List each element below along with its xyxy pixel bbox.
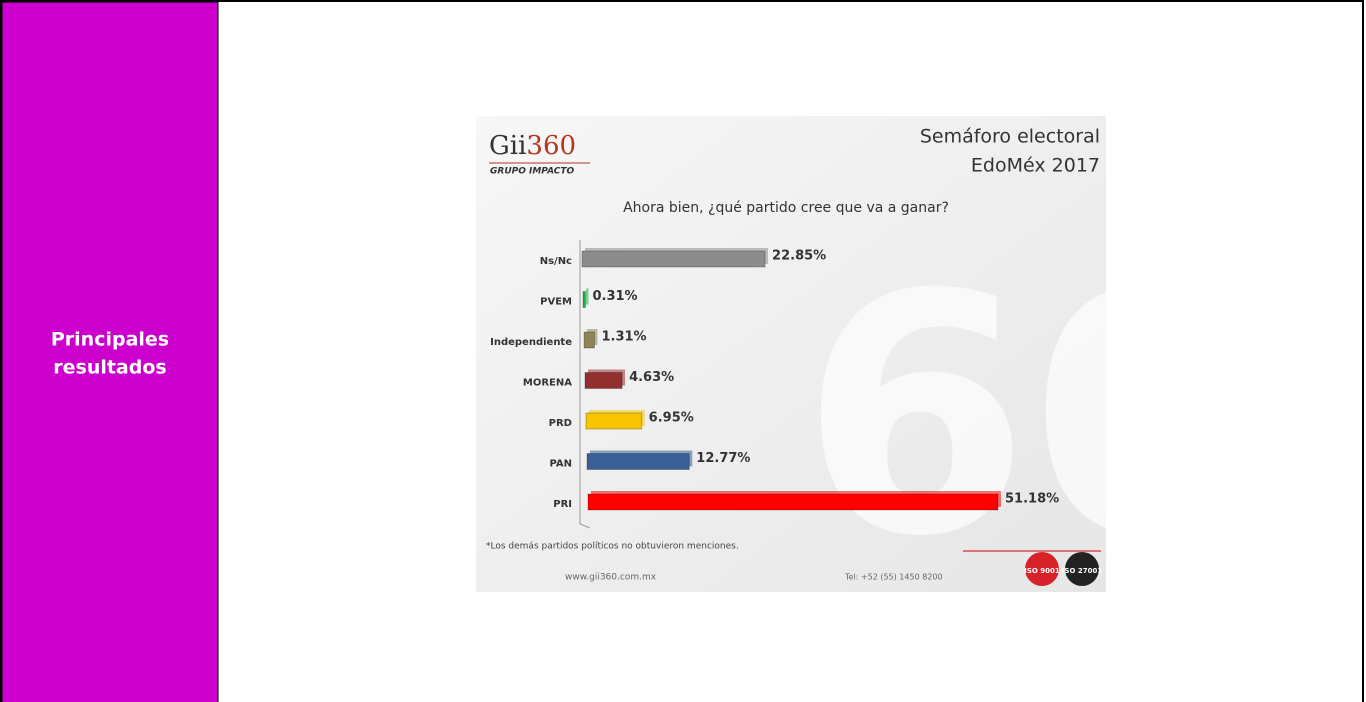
sidebar-label: resultados (53, 357, 166, 379)
value-label: 4.63% (629, 370, 674, 385)
logo-name: Gii (489, 131, 526, 161)
logo-tagline: GRUPO IMPACTO (490, 167, 575, 177)
sidebar-label: Principales (51, 329, 169, 351)
chart-title: EdoMéx 2017 (971, 155, 1100, 177)
category-label: PAN (549, 459, 572, 470)
cert-label: ISO 27001 (1062, 567, 1103, 575)
category-label: Ns/Nc (540, 256, 572, 267)
logo-number: 360 (526, 131, 576, 161)
annotation: *Los demás partidos políticos no obtuvie… (486, 542, 739, 552)
bar (587, 493, 999, 511)
footer-phone: Tel: +52 (55) 1450 8200 (844, 573, 943, 582)
value-label: 22.85% (772, 249, 826, 264)
bar (581, 250, 766, 268)
cert-badge (1025, 552, 1059, 586)
watermark: 60 (800, 224, 1259, 608)
category-label: PRD (549, 418, 572, 429)
chart-panel (476, 116, 1106, 592)
bar (584, 372, 623, 389)
category-label: Independiente (490, 337, 572, 348)
bar (582, 291, 586, 308)
cert-badge (1065, 552, 1099, 586)
logo: Gii360 (489, 131, 576, 161)
chart-title: Semáforo electoral (920, 126, 1100, 148)
category-label: MORENA (523, 378, 572, 389)
bar (583, 331, 595, 349)
value-label: 6.95% (649, 411, 694, 426)
cert-label: ISO 9001 (1024, 567, 1060, 575)
sidebar (1, 1, 219, 702)
bar-depth (586, 288, 589, 305)
bar (585, 412, 643, 430)
value-label: 0.31% (592, 289, 637, 304)
category-label: PRI (553, 499, 572, 510)
value-label: 12.77% (696, 451, 750, 466)
footer-url: www.gii360.com.mx (565, 573, 657, 583)
chart-subtitle: Ahora bien, ¿qué partido cree que va a g… (623, 200, 949, 216)
value-label: 1.31% (601, 330, 646, 345)
bar (586, 453, 690, 470)
category-label: PVEM (540, 297, 572, 308)
axis-line (579, 523, 591, 529)
value-label: 51.18% (1005, 492, 1059, 507)
